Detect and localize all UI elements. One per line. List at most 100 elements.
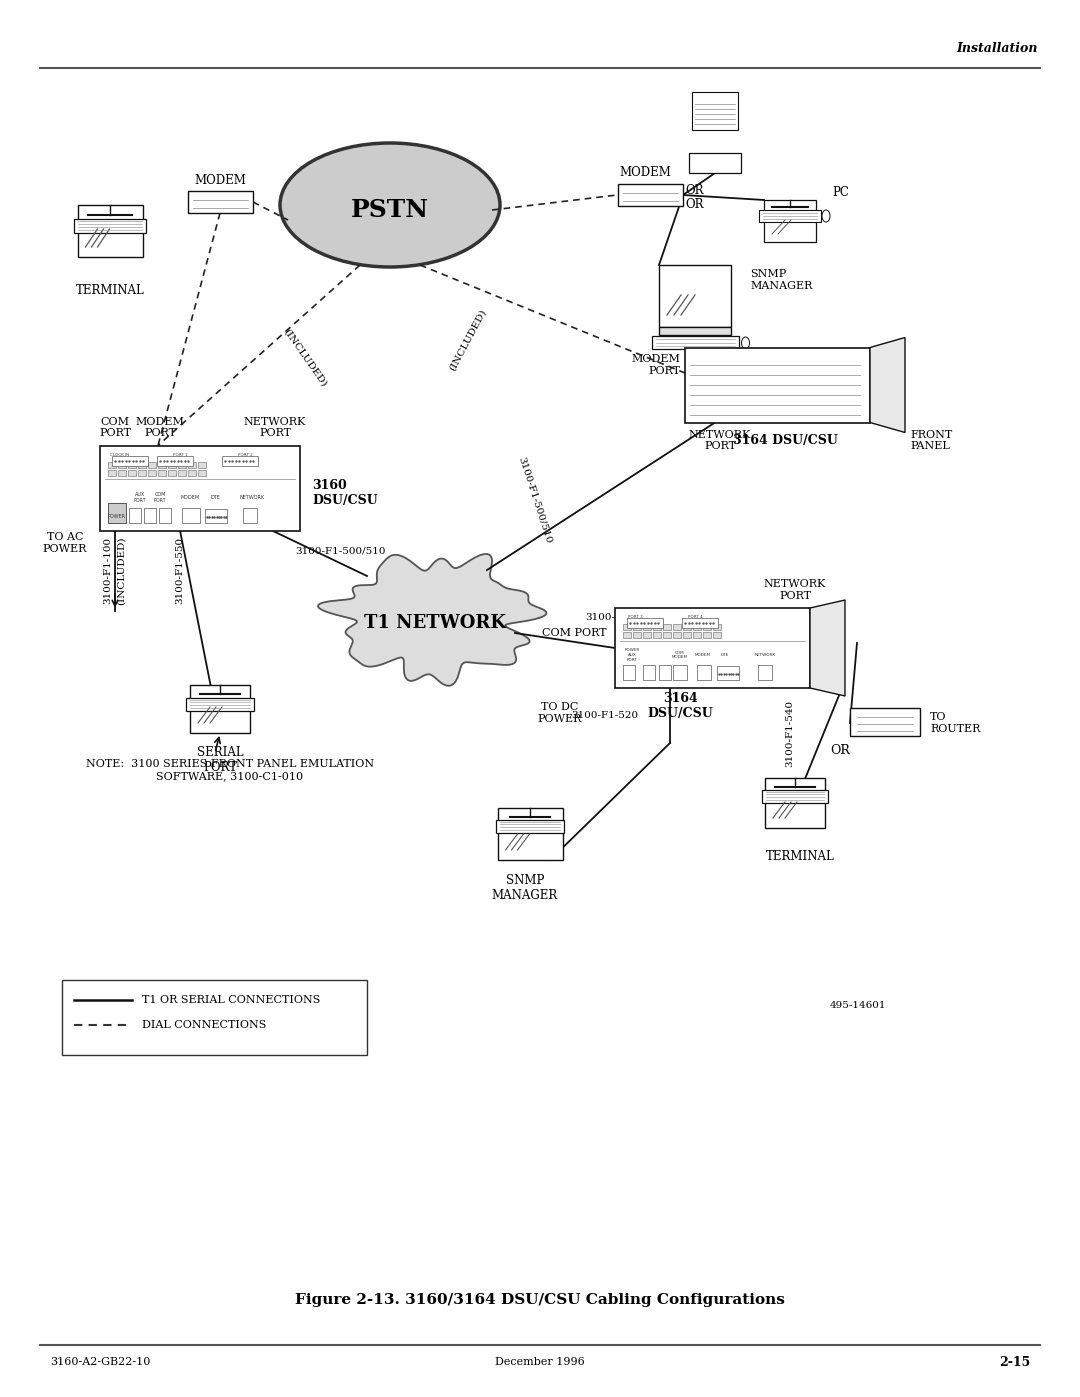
FancyBboxPatch shape <box>62 981 367 1055</box>
FancyBboxPatch shape <box>683 624 691 630</box>
Text: SNMP
MANAGER: SNMP MANAGER <box>750 270 812 291</box>
Text: TO DC
POWER: TO DC POWER <box>538 703 582 724</box>
FancyBboxPatch shape <box>129 507 141 522</box>
FancyBboxPatch shape <box>190 685 249 733</box>
FancyBboxPatch shape <box>850 708 920 736</box>
Text: COM
PORT: COM PORT <box>99 416 131 439</box>
Text: TO AC
POWER: TO AC POWER <box>43 532 87 553</box>
FancyBboxPatch shape <box>138 461 146 468</box>
Ellipse shape <box>822 210 831 222</box>
Polygon shape <box>810 599 845 696</box>
Text: POWER
AUX
PORT: POWER AUX PORT <box>624 648 639 662</box>
Text: December 1996: December 1996 <box>495 1356 585 1368</box>
Text: NOTE:  3100 SERIES FRONT PANEL EMULATION
SOFTWARE, 3100-C1-010: NOTE: 3100 SERIES FRONT PANEL EMULATION … <box>86 759 374 781</box>
Text: NETWORK
PORT: NETWORK PORT <box>244 416 307 439</box>
FancyBboxPatch shape <box>765 778 825 828</box>
FancyBboxPatch shape <box>186 698 254 711</box>
FancyBboxPatch shape <box>762 789 828 803</box>
Text: OR: OR <box>831 743 850 757</box>
FancyBboxPatch shape <box>627 617 663 629</box>
FancyBboxPatch shape <box>643 624 651 630</box>
FancyBboxPatch shape <box>108 503 126 522</box>
FancyBboxPatch shape <box>78 205 143 257</box>
Text: COM
MODEM: COM MODEM <box>672 651 688 659</box>
FancyBboxPatch shape <box>178 469 186 475</box>
FancyBboxPatch shape <box>222 455 258 465</box>
Text: NETWORK
PORT: NETWORK PORT <box>764 580 826 601</box>
Text: MODEM: MODEM <box>180 495 200 500</box>
FancyBboxPatch shape <box>168 461 176 468</box>
FancyBboxPatch shape <box>764 200 816 242</box>
FancyBboxPatch shape <box>198 461 206 468</box>
Text: NETWORK: NETWORK <box>240 495 265 500</box>
FancyBboxPatch shape <box>663 624 671 630</box>
Text: NETWORK
PORT: NETWORK PORT <box>689 430 752 451</box>
FancyBboxPatch shape <box>178 461 186 468</box>
Text: SNMP
MANAGER: SNMP MANAGER <box>491 875 558 902</box>
FancyBboxPatch shape <box>148 461 156 468</box>
Text: 3100-F1-500/510: 3100-F1-500/510 <box>295 546 386 555</box>
Text: PORT 3: PORT 3 <box>627 615 643 619</box>
Text: 3100-F1-500/510: 3100-F1-500/510 <box>516 455 553 545</box>
Text: CLOCK IN: CLOCK IN <box>110 453 130 457</box>
FancyBboxPatch shape <box>703 624 711 630</box>
Text: MODEM: MODEM <box>619 166 671 179</box>
FancyBboxPatch shape <box>689 154 741 173</box>
FancyBboxPatch shape <box>183 507 200 522</box>
FancyBboxPatch shape <box>693 631 701 638</box>
FancyBboxPatch shape <box>623 665 635 680</box>
FancyBboxPatch shape <box>205 509 227 522</box>
Text: 3100-F1-100: 3100-F1-100 <box>104 536 112 604</box>
Text: (INCLUDED): (INCLUDED) <box>448 307 488 373</box>
FancyBboxPatch shape <box>618 184 683 205</box>
FancyBboxPatch shape <box>198 469 206 475</box>
Text: TERMINAL: TERMINAL <box>766 849 835 862</box>
Text: TO
ROUTER: TO ROUTER <box>930 712 981 733</box>
Text: 495-14601: 495-14601 <box>831 1000 887 1010</box>
Text: 3164 DSU/CSU: 3164 DSU/CSU <box>732 434 837 447</box>
FancyBboxPatch shape <box>673 631 681 638</box>
Text: 3160-A2-GB22-10: 3160-A2-GB22-10 <box>50 1356 150 1368</box>
FancyBboxPatch shape <box>188 191 253 212</box>
FancyBboxPatch shape <box>759 210 821 222</box>
Text: PORT 2: PORT 2 <box>238 453 253 457</box>
Ellipse shape <box>280 142 500 267</box>
FancyBboxPatch shape <box>713 624 721 630</box>
FancyBboxPatch shape <box>683 631 691 638</box>
FancyBboxPatch shape <box>158 469 166 475</box>
FancyBboxPatch shape <box>168 469 176 475</box>
Text: DTE: DTE <box>211 495 220 500</box>
FancyBboxPatch shape <box>158 461 166 468</box>
Text: SERIAL
PORT: SERIAL PORT <box>197 746 243 774</box>
Text: NETWORK: NETWORK <box>755 652 775 657</box>
FancyBboxPatch shape <box>673 624 681 630</box>
Text: PORT 4: PORT 4 <box>688 615 702 619</box>
FancyBboxPatch shape <box>159 507 171 522</box>
FancyBboxPatch shape <box>659 327 731 335</box>
FancyBboxPatch shape <box>643 665 654 680</box>
FancyBboxPatch shape <box>717 666 739 680</box>
FancyBboxPatch shape <box>129 461 136 468</box>
Text: OR: OR <box>686 198 704 211</box>
FancyBboxPatch shape <box>653 631 661 638</box>
FancyBboxPatch shape <box>188 461 195 468</box>
Text: 3100-F1-520: 3100-F1-520 <box>571 711 638 721</box>
FancyBboxPatch shape <box>713 631 721 638</box>
FancyBboxPatch shape <box>703 631 711 638</box>
FancyBboxPatch shape <box>118 461 126 468</box>
FancyBboxPatch shape <box>659 265 731 327</box>
Text: COM PORT: COM PORT <box>542 629 607 638</box>
FancyBboxPatch shape <box>681 617 718 629</box>
FancyBboxPatch shape <box>615 608 810 687</box>
FancyBboxPatch shape <box>498 807 563 861</box>
FancyBboxPatch shape <box>633 624 642 630</box>
Text: 3100-F1-540: 3100-F1-540 <box>785 700 795 767</box>
FancyBboxPatch shape <box>100 446 300 531</box>
FancyBboxPatch shape <box>243 507 257 522</box>
FancyBboxPatch shape <box>138 469 146 475</box>
Text: OR: OR <box>686 183 704 197</box>
Text: MODEM: MODEM <box>696 652 711 657</box>
FancyBboxPatch shape <box>112 455 148 465</box>
FancyBboxPatch shape <box>685 348 870 422</box>
Text: PC: PC <box>832 186 849 198</box>
